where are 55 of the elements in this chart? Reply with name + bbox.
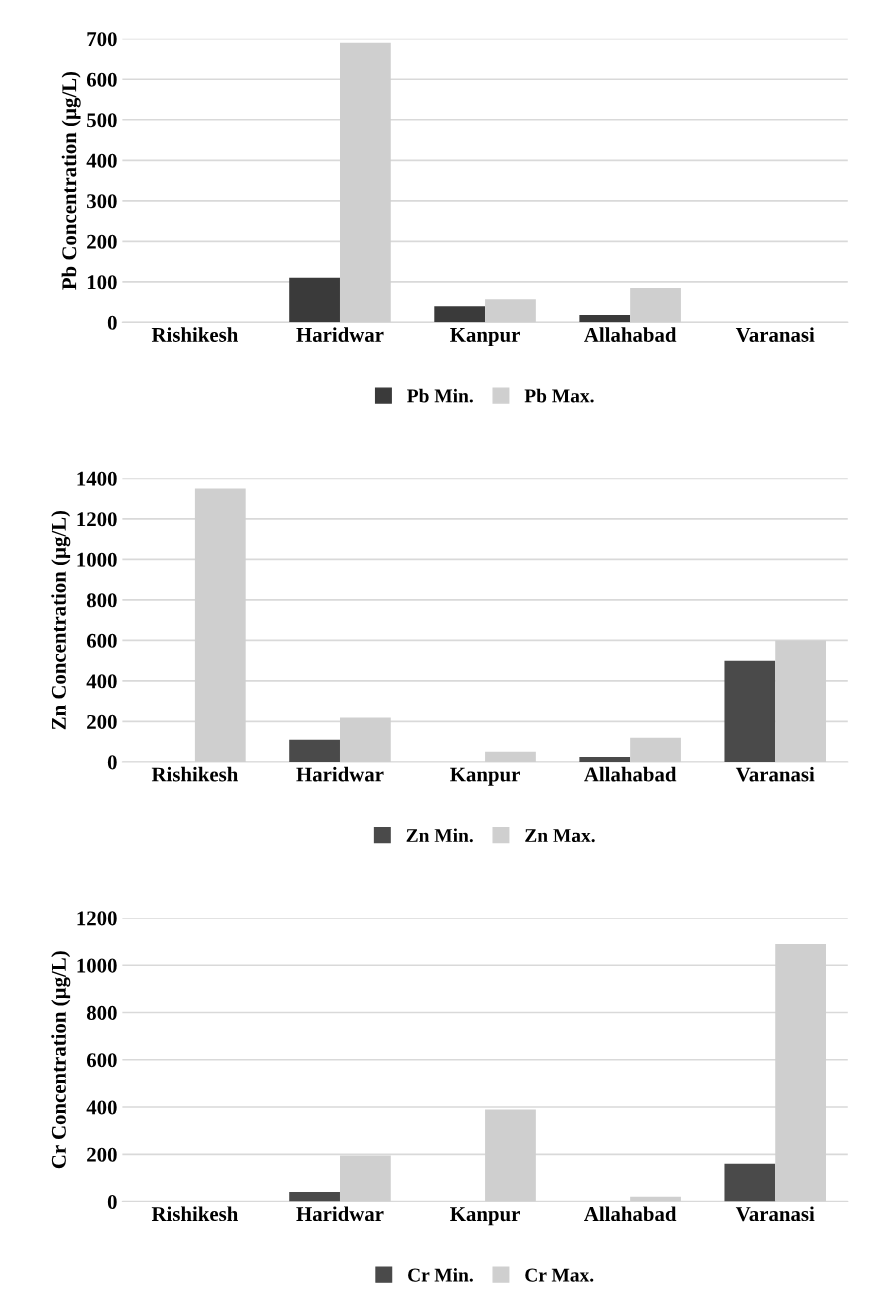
legend-label: Zn Min. <box>406 828 473 843</box>
x-tick-label: Varanasi <box>735 766 815 782</box>
legend-label: Cr Min. <box>408 1267 473 1282</box>
x-tick-label: Kanpur <box>450 1207 520 1226</box>
bar <box>289 739 340 762</box>
y-axis-title: Zn Concentration (µg/L) <box>51 510 71 730</box>
x-tick-label: Allahabad <box>584 1206 677 1222</box>
bar <box>579 315 631 323</box>
bar <box>434 306 486 323</box>
legend-label: Cr Max. <box>525 1268 594 1282</box>
y-tick-label: 1400 <box>77 471 117 486</box>
y-tick-label: 200 <box>87 1147 117 1162</box>
x-tick-label: Allahabad <box>584 327 677 342</box>
bar <box>289 1192 340 1202</box>
x-tick-label: Rishikesh <box>151 1206 239 1222</box>
y-tick-label: 0 <box>107 755 117 770</box>
x-tick-label: Kanpur <box>450 767 520 786</box>
x-tick-label: Rishikesh <box>151 327 239 342</box>
y-tick-label: 600 <box>86 72 117 87</box>
x-tick-label: Kanpur <box>450 328 520 347</box>
y-tick-label: 600 <box>86 1053 117 1068</box>
x-tick-label: Varanasi <box>735 327 815 342</box>
y-tick-label: 200 <box>87 234 117 249</box>
y-tick-label: 500 <box>87 113 117 128</box>
legend-label: Pb Max. <box>524 388 594 403</box>
bar <box>724 660 776 762</box>
y-tick-label: 400 <box>86 153 117 168</box>
y-tick-label: 1000 <box>77 552 117 567</box>
y-tick-label: 800 <box>86 1005 117 1020</box>
x-tick-label: Haridwar <box>296 766 384 782</box>
y-tick-label: 1200 <box>77 911 117 926</box>
y-tick-label: 400 <box>86 674 117 689</box>
legend-label: Zn Max. <box>525 829 595 843</box>
x-tick-label: Rishikesh <box>151 766 239 782</box>
y-tick-label: 1200 <box>77 512 117 527</box>
y-tick-label: 1000 <box>77 958 117 973</box>
y-tick-label: 300 <box>87 194 117 209</box>
x-tick-label: Allahabad <box>584 766 677 782</box>
legend-label: Pb Min. <box>407 388 473 403</box>
y-tick-label: 200 <box>87 714 117 729</box>
x-tick-label: Haridwar <box>296 1206 384 1222</box>
y-tick-label: 100 <box>87 275 117 290</box>
y-axis-title: Pb Concentration (µg/L) <box>61 71 81 290</box>
bar <box>579 756 631 762</box>
y-tick-label: 600 <box>86 633 117 648</box>
bar <box>289 277 340 323</box>
y-tick-label: 0 <box>107 315 117 330</box>
y-tick-label: 0 <box>107 1194 117 1209</box>
y-tick-label: 800 <box>86 593 117 608</box>
x-tick-label: Varanasi <box>735 1206 815 1222</box>
y-axis-title: Cr Concentration (µg/L) <box>51 951 71 1169</box>
y-tick-label: 700 <box>87 32 117 47</box>
y-tick-label: 400 <box>86 1100 117 1115</box>
x-tick-label: Haridwar <box>296 327 384 342</box>
bar <box>724 1163 776 1202</box>
